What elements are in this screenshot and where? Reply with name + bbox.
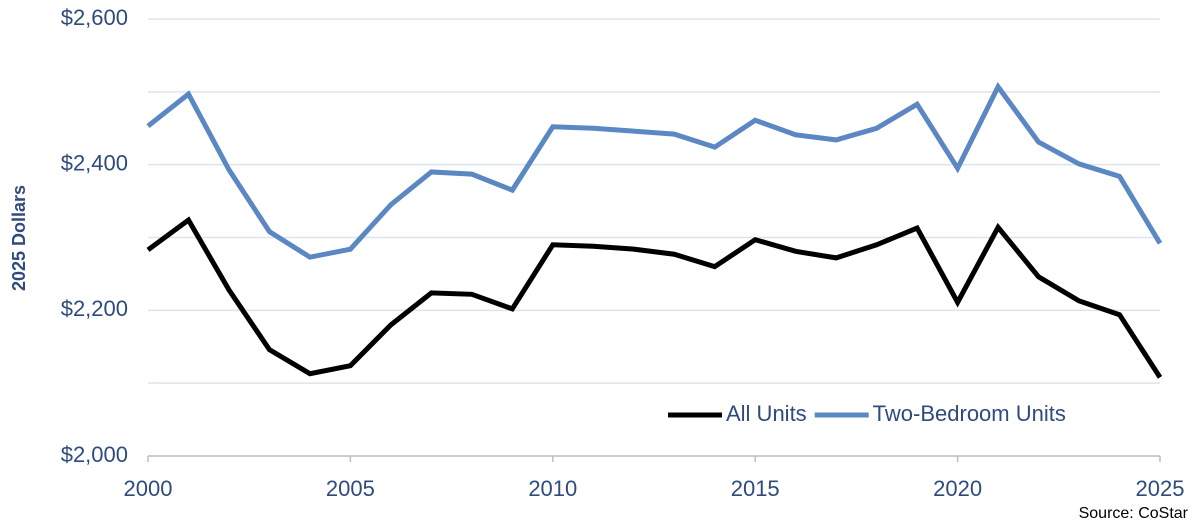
legend-label: Two-Bedroom Units [873,401,1066,426]
x-tick-label: 2005 [326,476,375,501]
y-tick-label: $2,600 [61,5,128,30]
series-line [146,81,1163,260]
y-tick-label: $2,200 [61,296,128,321]
x-tick-label: 2010 [528,476,577,501]
y-tick-label: $2,000 [61,442,128,467]
x-tick-label: 2000 [124,476,173,501]
legend-label: All Units [726,401,807,426]
x-tick-label: 2015 [731,476,780,501]
y-axis-label: 2025 Dollars [9,185,29,291]
y-tick-label: $2,400 [61,150,128,175]
x-tick-label: 2020 [933,476,982,501]
series-line [146,216,1163,379]
x-tick-label: 2025 [1136,476,1185,501]
source: Source: CoStar [1079,505,1189,522]
